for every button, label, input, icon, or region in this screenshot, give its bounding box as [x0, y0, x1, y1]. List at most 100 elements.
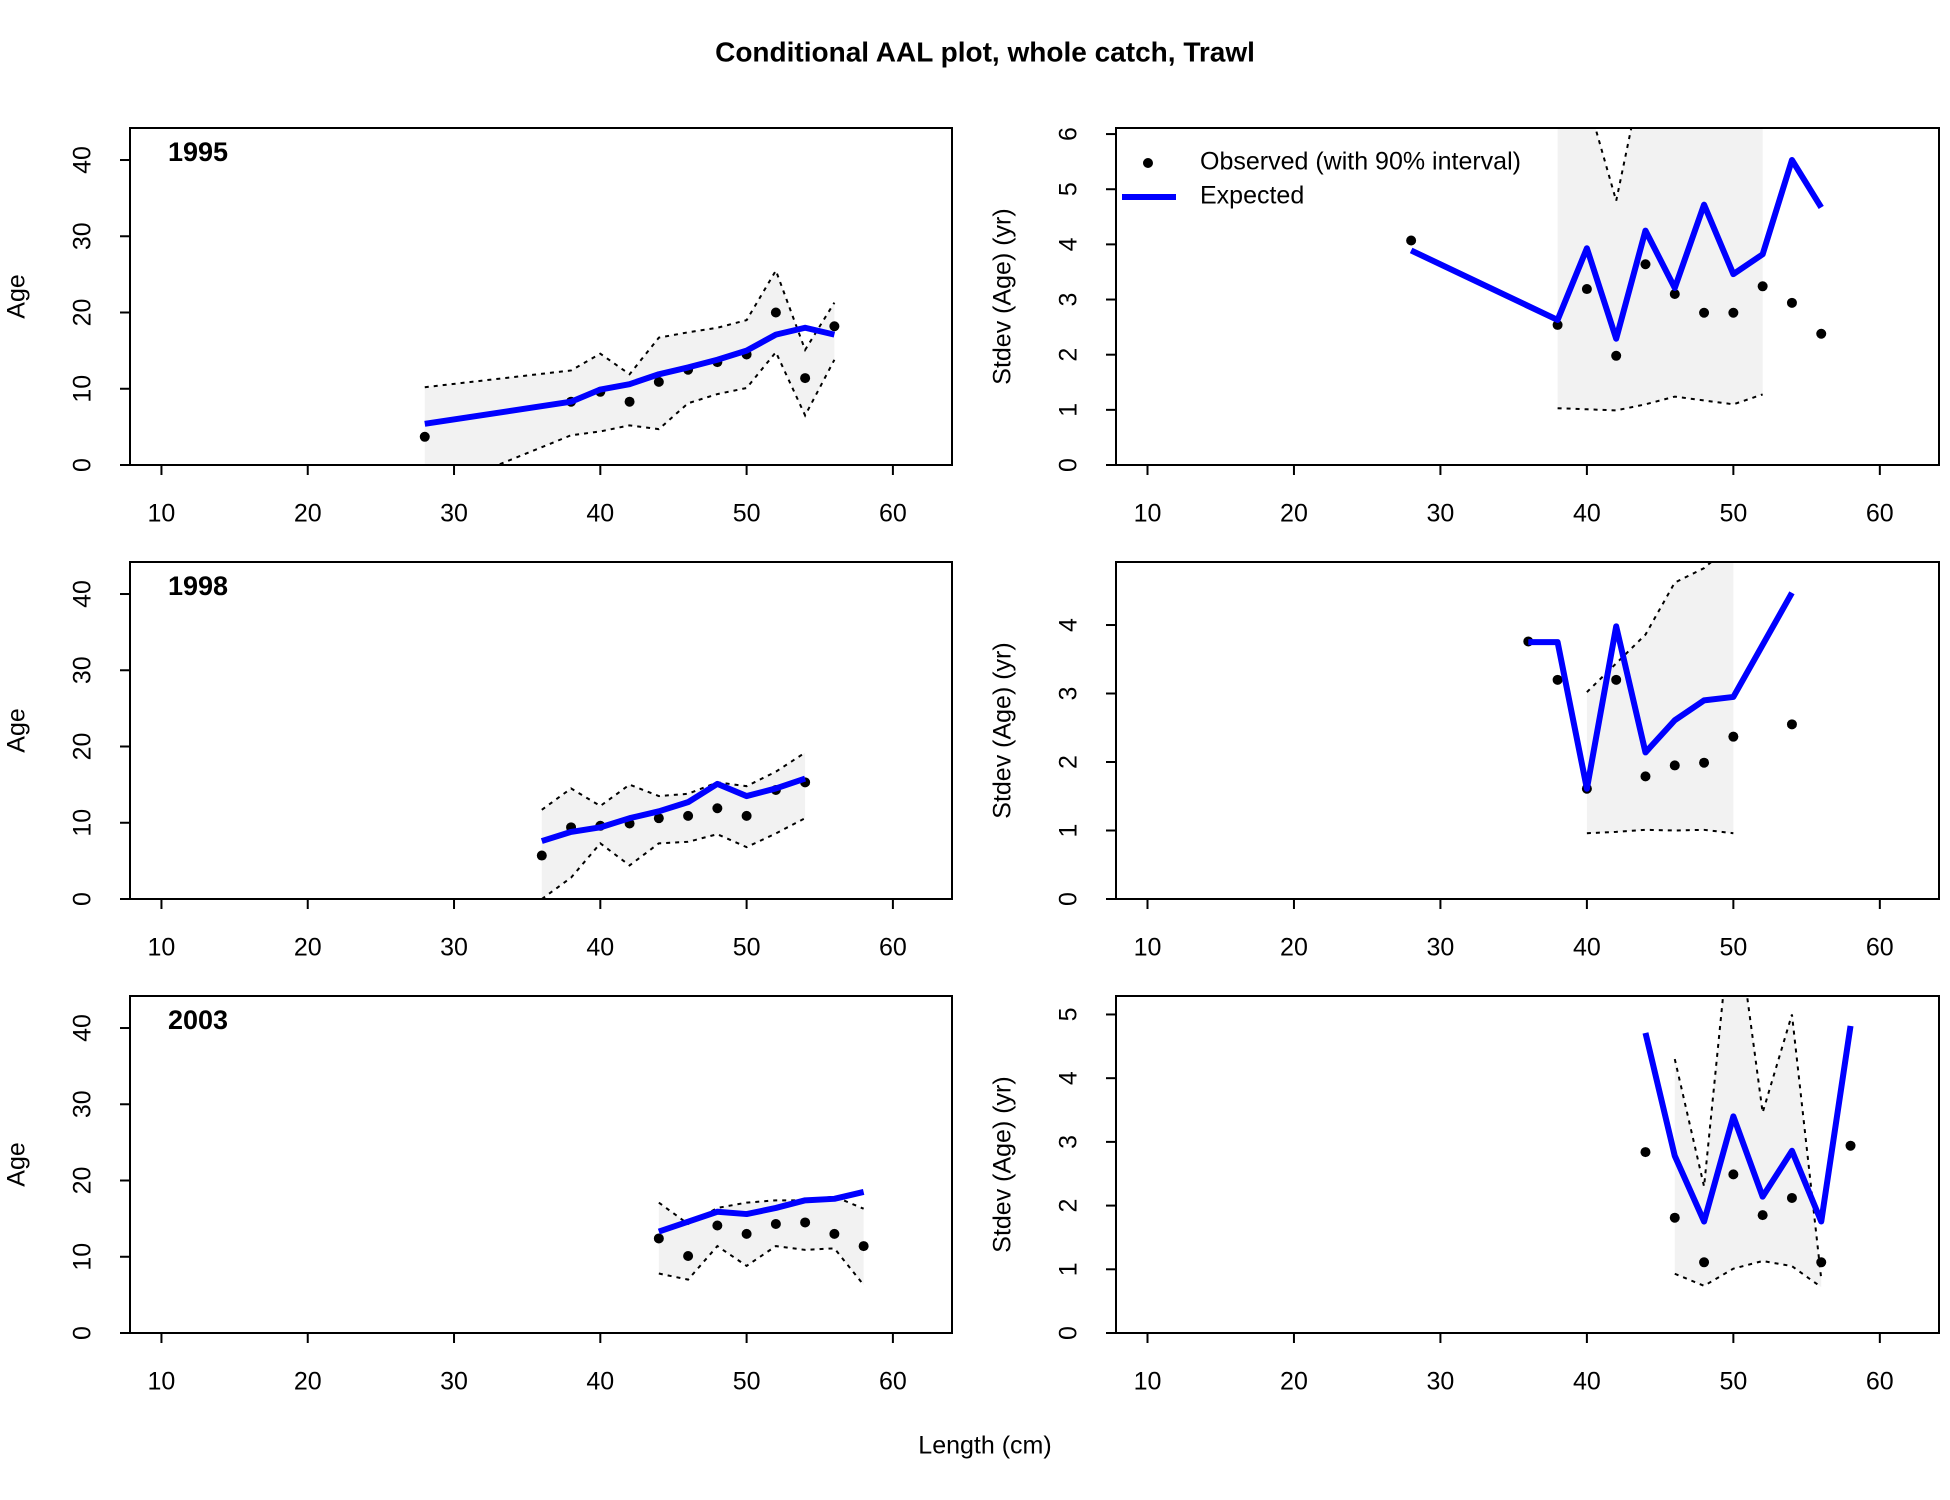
observed-point [1757, 281, 1768, 292]
observed-point [1669, 760, 1680, 771]
y-tick-label: 30 [69, 222, 97, 250]
observed-point [858, 1241, 869, 1252]
observed-point [829, 321, 840, 332]
y-tick-label: 1 [1055, 403, 1083, 417]
observed-point [1640, 771, 1651, 782]
y-tick-label: 10 [69, 809, 97, 837]
observed-point [1728, 731, 1739, 742]
observed-point [536, 850, 547, 861]
x-tick-label: 50 [1719, 500, 1747, 528]
interval-lower [658, 1244, 865, 1286]
x-tick-label: 60 [879, 500, 907, 528]
y-tick-label: 0 [69, 892, 97, 906]
y-tick-label: 3 [1055, 1135, 1083, 1149]
x-tick-label: 20 [294, 934, 322, 962]
y-tick-label: 4 [1055, 237, 1083, 251]
y-tick-label: 20 [69, 733, 97, 761]
observed-point [1728, 1169, 1739, 1180]
y-tick-label: 1 [1055, 1262, 1083, 1276]
y-tick-label: 30 [69, 1090, 97, 1118]
y-tick-label: 20 [69, 299, 97, 327]
x-tick-label: 40 [586, 500, 614, 528]
plot-area [536, 751, 811, 899]
observed-point [1552, 319, 1563, 330]
x-tick-label: 10 [1134, 1368, 1162, 1396]
y-axis-label: Stdev (Age) (yr) [989, 642, 1017, 818]
x-tick-label: 30 [440, 934, 468, 962]
interval-lower [495, 350, 836, 465]
y-axis-label: Age [3, 708, 31, 752]
interval-upper [1586, 562, 1713, 693]
observed-point [1611, 674, 1622, 685]
y-tick-label: 1 [1055, 824, 1083, 838]
y-axis-label: Stdev (Age) (yr) [989, 1076, 1017, 1252]
observed-point [770, 307, 781, 318]
interval-upper [541, 751, 806, 811]
x-tick-label: 20 [1280, 1368, 1308, 1396]
x-tick-label: 30 [1427, 500, 1455, 528]
observed-point [1669, 1212, 1680, 1223]
chart-title: Conditional AAL plot, whole catch, Trawl [715, 36, 1255, 67]
expected-line [1528, 591, 1795, 792]
x-tick-label: 40 [1573, 500, 1601, 528]
x-tick-label: 40 [586, 934, 614, 962]
expected-line [1409, 156, 1824, 342]
observed-point [1786, 1192, 1797, 1203]
x-tick-label: 60 [1866, 500, 1894, 528]
x-tick-label: 30 [440, 500, 468, 528]
x-tick-label: 50 [1719, 1368, 1747, 1396]
y-tick-label: 30 [69, 656, 97, 684]
x-tick-label: 40 [1573, 934, 1601, 962]
expected-line [540, 775, 807, 844]
observed-point [1699, 1257, 1710, 1268]
y-tick-label: 40 [69, 580, 97, 608]
x-tick-label: 20 [294, 1368, 322, 1396]
expected-line [424, 324, 836, 427]
observed-point [419, 431, 430, 442]
y-tick-label: 2 [1055, 1199, 1083, 1213]
x-tick-label: 60 [879, 934, 907, 962]
interval-lower [1586, 828, 1734, 835]
observed-point [1786, 297, 1797, 308]
expected-line [1642, 1025, 1854, 1225]
x-tick-label: 60 [1866, 1368, 1894, 1396]
observed-point [653, 1233, 664, 1244]
observed-point [1699, 307, 1710, 318]
interval-upper [1673, 996, 1823, 1279]
y-tick-label: 6 [1055, 127, 1083, 141]
y-tick-label: 0 [1055, 892, 1083, 906]
panel-label: 2003 [168, 1005, 228, 1035]
legend-marker [1143, 158, 1153, 168]
y-tick-label: 0 [69, 1326, 97, 1340]
interval-band [1557, 128, 1763, 411]
observed-point [1640, 1147, 1651, 1158]
observed-point [1845, 1140, 1856, 1151]
y-tick-label: 0 [1055, 458, 1083, 472]
observed-point [1406, 235, 1417, 246]
plot-area [1523, 562, 1797, 835]
y-axis-label: Age [3, 274, 31, 318]
observed-point [653, 376, 664, 387]
x-tick-label: 10 [148, 934, 176, 962]
interval-band [424, 270, 835, 465]
x-tick-label: 10 [148, 500, 176, 528]
x-tick-label: 60 [879, 1368, 907, 1396]
observed-point [683, 810, 694, 821]
y-tick-label: 0 [1055, 1326, 1083, 1340]
x-tick-label: 20 [294, 500, 322, 528]
x-tick-label: 30 [1427, 1368, 1455, 1396]
y-tick-label: 5 [1055, 182, 1083, 196]
y-tick-label: 2 [1055, 755, 1083, 769]
observed-point [712, 803, 723, 814]
observed-point [770, 1218, 781, 1229]
expected-line [657, 1189, 865, 1235]
interval-band [1586, 562, 1734, 834]
observed-point [712, 1220, 723, 1231]
observed-point [829, 1228, 840, 1239]
interval-lower [541, 817, 806, 899]
observed-point [1816, 1257, 1827, 1268]
x-tick-label: 50 [733, 934, 761, 962]
interval-band [541, 752, 806, 899]
x-tick-label: 20 [1280, 934, 1308, 962]
interval-lower [1557, 393, 1763, 412]
